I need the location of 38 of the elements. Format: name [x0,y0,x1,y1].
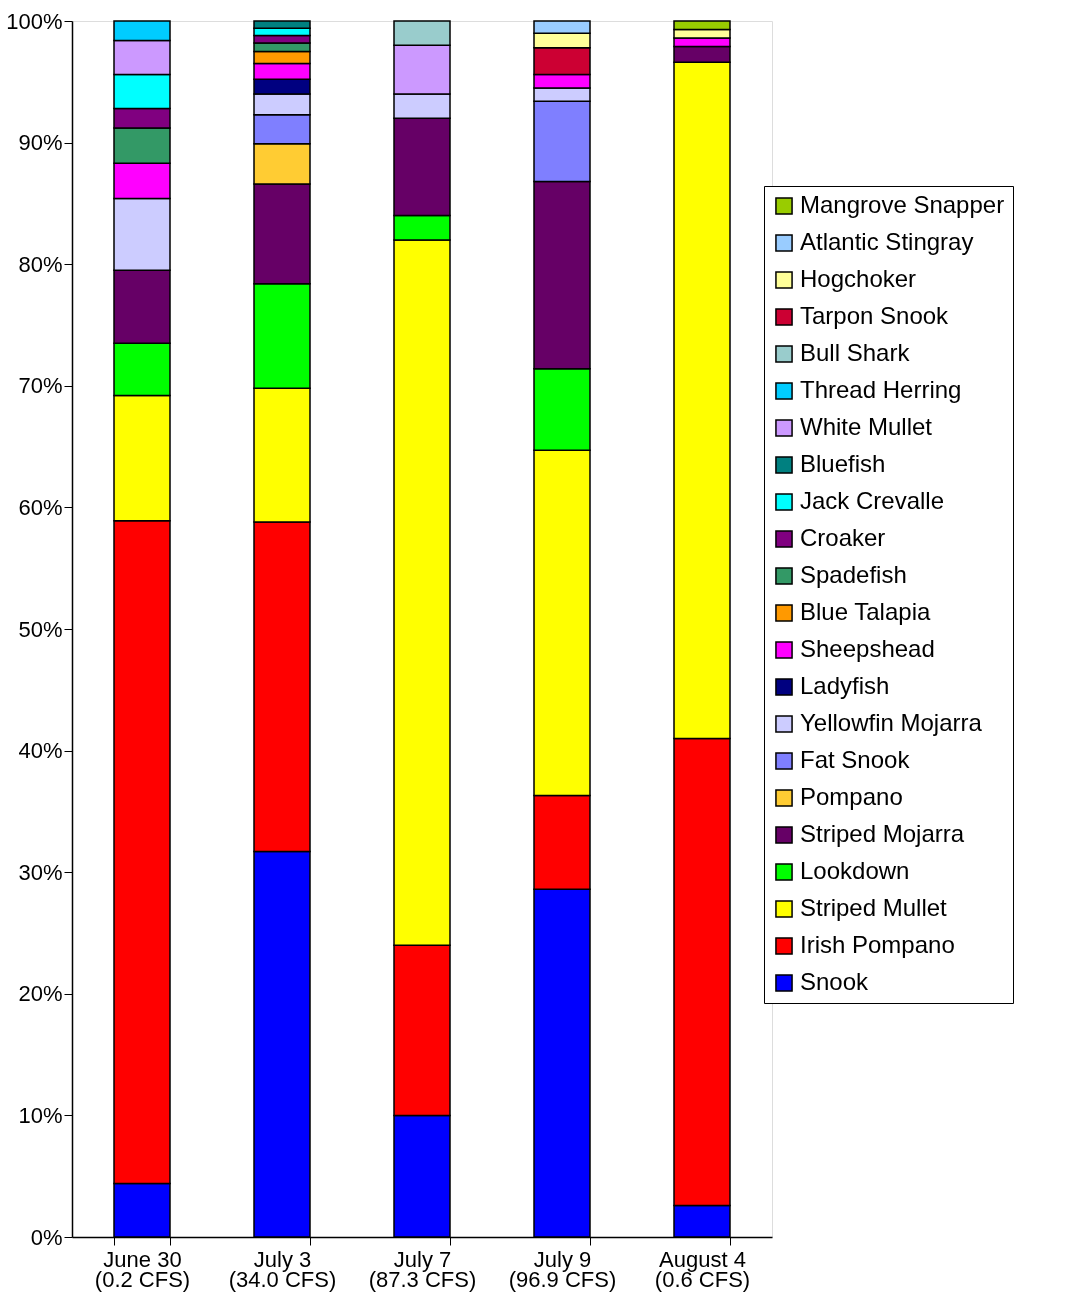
y-tick-label: 0% [30,1224,63,1250]
legend-label: Yellowfin Mojarra [800,709,983,736]
legend-label: Hogchoker [800,265,917,292]
legend-label: Bull Shark [800,339,911,366]
legend-label: Irish Pompano [800,931,955,958]
legend-label: Mangrove Snapper [800,191,1005,218]
legend-label: Striped Mojarra [800,820,965,847]
legend-label: Thread Herring [800,376,962,403]
y-tick-label: 100% [6,8,63,34]
legend-label: Pompano [800,783,903,810]
legend-label: Fat Snook [800,746,911,773]
legend-label: Blue Talapia [800,598,931,625]
legend-label: Jack Crevalle [800,487,945,514]
y-tick-label: 10% [18,1102,63,1128]
legend-label: Bluefish [800,450,886,477]
y-tick-label: 40% [18,738,63,764]
legend-label: Lookdown [800,857,910,884]
legend-label: Ladyfish [800,672,890,699]
y-tick-label: 20% [18,981,63,1007]
y-tick-label: 90% [18,130,63,156]
legend-label: Spadefish [800,561,907,588]
legend-label: Tarpon Snook [800,302,950,329]
y-tick-label: 60% [18,494,63,520]
x-tick-label: June 30 (0.2 CFS) [94,1246,191,1292]
legend-label: Striped Mullet [800,894,948,921]
x-tick-label: July 9 (96.9 CFS) [508,1246,617,1292]
legend-label: Atlantic Stingray [800,228,974,255]
legend-label: Sheepshead [800,635,935,662]
x-tick-label: July 3 (34.0 CFS) [228,1246,337,1292]
x-tick-label: August 4 (0.6 CFS) [654,1246,751,1292]
y-tick-label: 70% [18,373,63,399]
y-tick-label: 30% [18,859,63,885]
y-tick-label: 50% [18,616,63,642]
legend-label: Croaker [800,524,886,551]
legend-label: White Mullet [800,413,933,440]
y-tick-label: 80% [18,251,63,277]
legend-label: Snook [800,968,870,995]
x-tick-label: July 7 (87.3 CFS) [368,1246,477,1292]
